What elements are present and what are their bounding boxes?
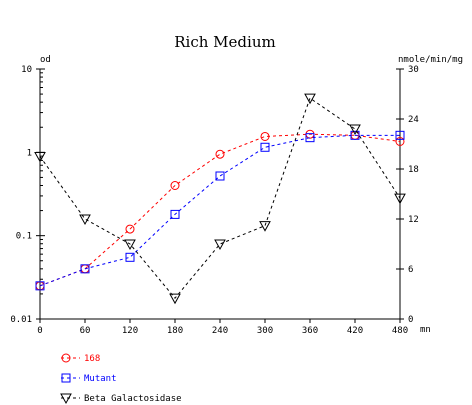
data-point [125,224,135,234]
legend-item: Mutant [61,373,117,384]
data-point [35,281,45,291]
x-tick-label: 480 [392,326,408,336]
legend-label: 168 [84,354,100,364]
legend-marker [60,393,72,405]
data-point [260,142,270,152]
chart-title: Rich Medium [174,33,275,51]
data-point [305,133,315,143]
y-right-tick-label: 24 [408,115,419,125]
data-point [215,171,225,181]
data-point [124,239,136,251]
y-left-tick-label: 0.01 [10,315,32,325]
data-point [214,239,226,251]
data-point [170,180,180,190]
data-point [80,264,90,274]
x-tick-label: 180 [167,326,183,336]
x-tick-label: 0 [37,326,42,336]
data-point [170,209,180,219]
x-tick-label: 60 [80,326,91,336]
legend-label: Mutant [84,374,117,384]
y-left-tick-label: 1 [27,148,32,158]
series-1 [35,130,405,291]
data-point [260,131,270,141]
data-point [349,124,361,136]
data-point [350,130,360,140]
data-point [125,252,135,262]
data-point [79,214,91,226]
legend-marker [61,373,71,383]
legend-marker [61,353,71,363]
y-right-tick-label: 30 [408,65,419,75]
data-point [34,152,46,163]
data-point [394,193,406,205]
series-line [39,133,401,287]
data-point [304,93,316,105]
x-tick-label: 120 [122,326,138,336]
x-tick-label: 300 [257,326,273,336]
legend-item: 168 [61,353,100,364]
y-right-axis-label: nmole/min/mg [398,55,463,65]
y-left-tick-label: 10 [21,65,32,75]
x-tick-label: 360 [302,326,318,336]
x-axis-unit: mn [420,325,431,335]
y-left-axis-label: od [40,55,51,65]
axes: 0 60 120 180 240 300 360 420 480 0.01 0.1 1 10 0 6 12 18… [10,65,419,336]
x-tick-label: 240 [212,326,228,336]
legend-item: Beta Galactosidase [60,393,182,405]
series-2 [34,93,406,305]
legend: 168 Mutant Beta Galactosidase [60,353,182,405]
y-right-tick-label: 18 [408,165,419,175]
series-layer [34,93,406,305]
data-point [259,221,271,232]
y-right-tick-label: 12 [408,215,419,225]
y-left-tick-label: 0.1 [16,232,32,242]
series-0 [35,129,405,291]
y-right-tick-label: 0 [408,315,413,325]
y-right-tick-label: 6 [408,265,413,275]
data-point [169,293,181,305]
data-point [215,149,225,159]
legend-label: Beta Galactosidase [84,394,182,404]
data-point [395,136,405,146]
series-line [39,97,401,299]
data-point [395,130,405,140]
x-tick-label: 420 [347,326,363,336]
